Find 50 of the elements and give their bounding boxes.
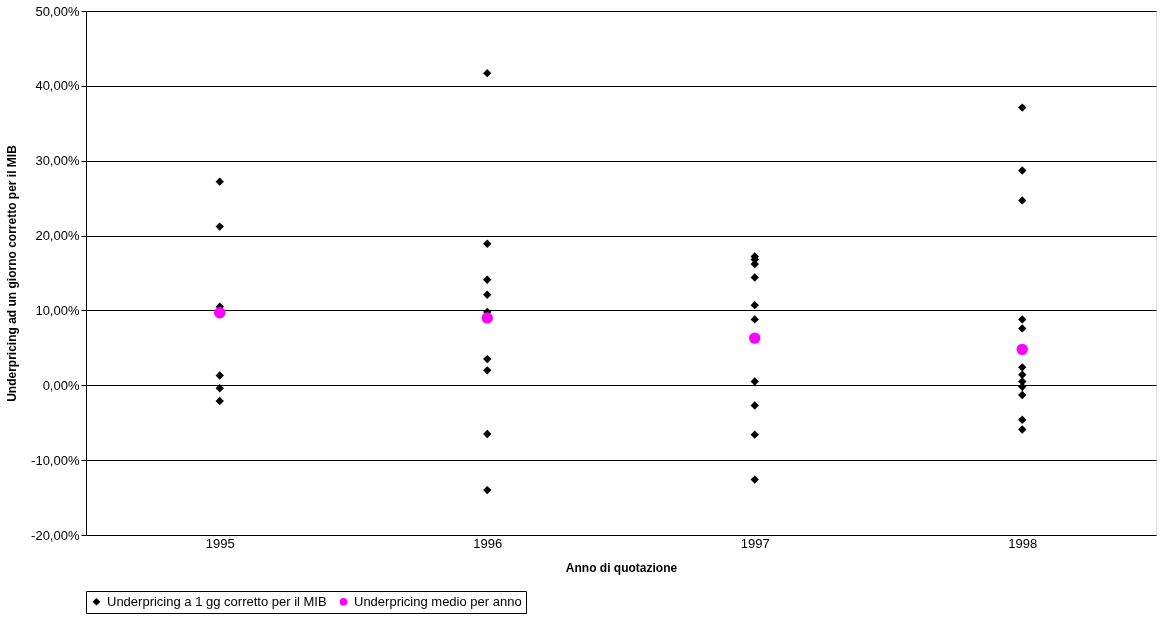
point — [483, 354, 492, 364]
y-tick-label: 30,00% — [35, 153, 80, 169]
x-axis-title: Anno di quotazione — [565, 560, 678, 575]
point — [749, 332, 761, 344]
point — [750, 430, 759, 439]
point — [750, 315, 759, 324]
point — [750, 401, 759, 410]
point — [215, 222, 224, 231]
point — [483, 68, 492, 78]
point — [483, 485, 492, 495]
point — [750, 377, 759, 386]
y-tick-label: -10,00% — [31, 452, 80, 468]
point — [1018, 315, 1027, 324]
y-tick-label: 50,00% — [35, 3, 80, 19]
point — [1018, 425, 1027, 434]
x-tick-label: 1998 — [1008, 535, 1038, 551]
legend-label: Underpricing a 1 gg corretto per il MIB — [107, 593, 327, 609]
point — [1018, 196, 1027, 205]
y-tick-label: 10,00% — [35, 302, 80, 318]
x-tick-label: 1996 — [473, 535, 503, 551]
point — [1018, 370, 1027, 379]
x-tick-label: 1997 — [740, 535, 770, 551]
x-tick-label: 1995 — [205, 535, 235, 551]
point — [750, 301, 759, 310]
point — [483, 290, 492, 299]
point — [483, 429, 492, 439]
y-axis-title: Underpricing ad un giorno corretto per il MIB — [5, 144, 20, 402]
y-tick-label: 20,00% — [35, 228, 80, 244]
point — [481, 312, 493, 324]
point — [215, 396, 224, 406]
point — [483, 366, 492, 375]
point — [215, 371, 224, 380]
point — [1018, 166, 1027, 175]
point — [1018, 103, 1027, 112]
point — [1018, 363, 1027, 372]
y-tick-label: -20,00% — [31, 527, 80, 543]
point — [1018, 324, 1027, 333]
point — [214, 306, 226, 319]
y-tick-label: 40,00% — [35, 78, 80, 94]
legend-label: Underpricing medio per anno — [354, 593, 522, 609]
point — [215, 177, 224, 186]
point — [483, 239, 492, 248]
point — [750, 475, 759, 484]
point — [215, 384, 224, 393]
point — [750, 273, 759, 282]
point — [1018, 390, 1027, 400]
point — [1018, 415, 1027, 424]
point — [483, 275, 492, 284]
y-tick-label: 0,00% — [42, 377, 80, 393]
point — [1016, 343, 1028, 356]
